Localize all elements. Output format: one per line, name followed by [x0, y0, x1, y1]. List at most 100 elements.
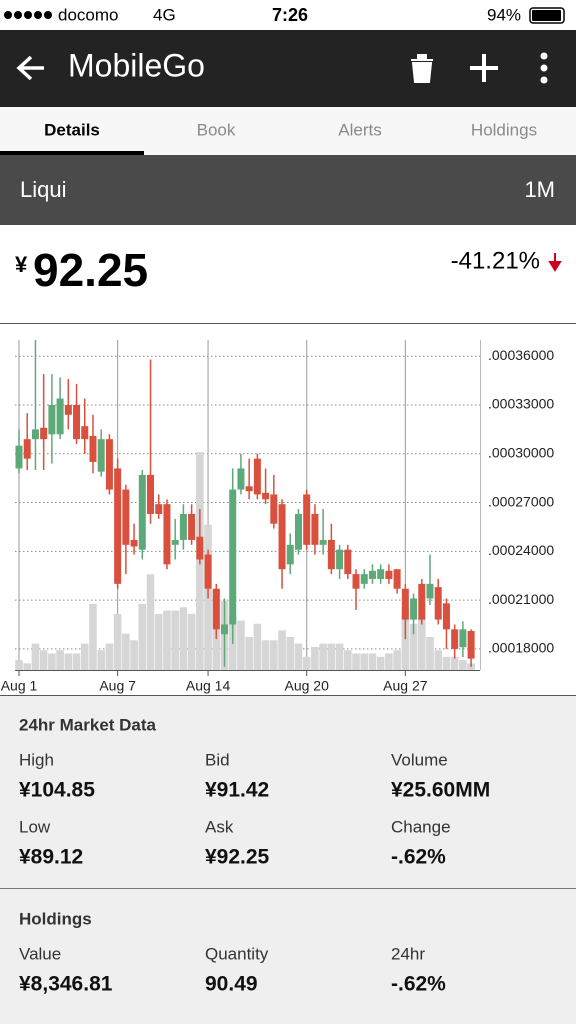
section-title: 24hr Market Data	[19, 715, 157, 734]
volume-bar	[154, 613, 163, 670]
candle-body	[418, 583, 426, 620]
candle-body	[368, 570, 376, 579]
info-label: Value	[19, 944, 61, 963]
volume-bar	[80, 643, 89, 670]
info-value: ¥89.12	[19, 846, 83, 869]
volume-bar	[417, 617, 426, 670]
x-tick-label: Aug 20	[285, 678, 330, 694]
volume-bar	[23, 663, 32, 670]
candle-body	[229, 489, 237, 625]
volume-bar	[434, 650, 443, 670]
chart-range[interactable]: 1M	[524, 177, 555, 202]
volume-bar	[459, 660, 467, 670]
volume-bar	[113, 613, 122, 670]
candle-body	[114, 468, 122, 584]
volume-bar	[48, 653, 56, 670]
candle-body	[253, 458, 261, 495]
y-tick-label: .00027000	[488, 493, 554, 509]
header-title: MobileGo	[68, 47, 205, 83]
candle-body	[147, 474, 155, 514]
volume-bar	[311, 646, 319, 670]
candle-body	[196, 536, 204, 560]
candle-body	[451, 629, 459, 649]
candle-body	[122, 489, 130, 545]
carrier: docomo	[58, 5, 118, 24]
candle-body	[336, 549, 344, 570]
battery-icon	[529, 7, 565, 24]
tab[interactable]: Details	[44, 120, 100, 139]
volume-bar	[56, 650, 64, 670]
delete-button[interactable]	[411, 54, 433, 83]
info-label: 24hr	[391, 944, 425, 963]
info-value: ¥8,346.81	[19, 973, 113, 996]
price-chart: .00018000 .00021000 .00024000 .00027000 .000…	[1, 340, 554, 694]
add-button[interactable]	[470, 54, 498, 82]
candle-body	[311, 513, 319, 545]
volume-bar	[426, 637, 434, 670]
volume-bar	[146, 574, 155, 670]
x-tick-label: Aug 1	[1, 678, 38, 694]
candle-body	[64, 405, 72, 415]
volume-bar	[72, 653, 81, 670]
candle-body	[410, 598, 418, 620]
info-label: Ask	[205, 817, 234, 836]
candle-body	[56, 398, 64, 435]
candle-body	[319, 539, 327, 545]
candle-body	[97, 439, 105, 472]
volume-bar	[286, 637, 295, 670]
signal-dots	[4, 11, 52, 19]
back-button[interactable]	[16, 55, 44, 81]
info-value: ¥104.85	[19, 779, 95, 802]
candle-body	[15, 445, 23, 469]
volume-bar	[15, 660, 23, 670]
candle-body	[426, 583, 434, 599]
menu-button[interactable]	[540, 52, 548, 84]
candle-body	[48, 405, 56, 435]
volume-bar	[385, 653, 393, 670]
tab-bar	[0, 107, 576, 155]
battery-fill	[532, 10, 561, 21]
volume-bar	[393, 650, 401, 670]
x-tick-label: Aug 7	[99, 678, 136, 694]
volume-bar	[163, 610, 171, 670]
y-tick-label: .00030000	[488, 444, 554, 460]
exchange-name: Liqui	[20, 177, 66, 202]
volume-bar	[442, 656, 451, 670]
y-tick-label: .00018000	[488, 640, 554, 656]
info-label: High	[19, 750, 54, 769]
exchange-bar[interactable]	[0, 155, 576, 225]
market-data-panel	[0, 696, 576, 888]
volume-bar	[64, 653, 73, 670]
tab[interactable]: Alerts	[338, 120, 381, 139]
x-tick-label: Aug 14	[186, 678, 231, 694]
candle-body	[179, 513, 187, 540]
volume-bar	[187, 613, 196, 670]
volume-bar	[335, 643, 344, 670]
volume-bar	[270, 640, 278, 670]
volume-bar	[344, 650, 352, 670]
info-label: Bid	[205, 750, 230, 769]
tab[interactable]: Holdings	[471, 120, 537, 139]
volume-bar	[138, 604, 147, 670]
info-value: ¥91.42	[205, 779, 269, 802]
tab-indicator	[0, 151, 144, 155]
tab[interactable]: Book	[197, 120, 236, 139]
info-value: -.62%	[391, 973, 446, 996]
volume-bar	[261, 640, 270, 670]
holdings-panel	[0, 889, 576, 1024]
volume-bar	[376, 656, 385, 670]
info-label: Change	[391, 817, 451, 836]
volume-bar	[237, 620, 245, 670]
candle-body	[237, 468, 245, 490]
candle-body	[303, 494, 311, 545]
candle-body	[155, 504, 163, 514]
candle-body	[23, 439, 31, 459]
y-tick-label: .00036000	[488, 347, 554, 363]
volume-bar	[105, 643, 114, 670]
info-value: ¥25.60MM	[391, 779, 490, 802]
candle-body	[294, 513, 302, 550]
candle-body	[327, 539, 335, 570]
volume-bar	[352, 653, 360, 670]
candle-body	[73, 405, 81, 440]
